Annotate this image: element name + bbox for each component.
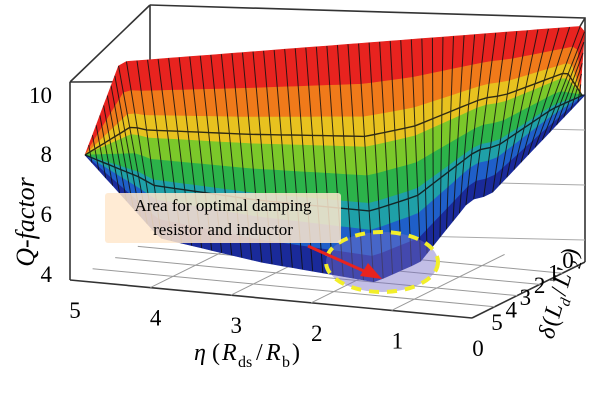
svg-text:b: b <box>282 354 290 371</box>
annotation-line-1: Area for optimal damping <box>134 196 312 215</box>
annotation-line-2: resistor and inductor <box>153 220 293 239</box>
svg-text:η: η <box>194 340 206 366</box>
svg-text:2: 2 <box>568 259 585 271</box>
z-axis-label: Q-factor <box>11 176 40 266</box>
z-tick-label: 6 <box>41 202 53 227</box>
x-tick-label: 3 <box>230 313 242 338</box>
y-axis-label: δ ( L d / L ' 2 ) <box>534 245 586 342</box>
z-tick-label: 4 <box>41 262 53 287</box>
annotation-arrow <box>307 244 382 279</box>
svg-text:L: L <box>540 300 569 321</box>
svg-text:R: R <box>265 340 281 366</box>
y-tick-label: 5 <box>491 310 503 335</box>
surface-mesh <box>84 26 586 282</box>
svg-text:): ) <box>292 340 300 366</box>
svg-text:R: R <box>221 340 237 366</box>
x-tick-label: 0 <box>472 336 484 361</box>
y-tick-label: 4 <box>505 298 517 323</box>
svg-text:(: ( <box>212 340 220 366</box>
x-tick-label: 5 <box>69 298 81 323</box>
svg-text:/: / <box>256 340 263 366</box>
y-tick-label: 1 <box>548 260 560 285</box>
z-tick-label: 8 <box>41 142 53 167</box>
svg-text:ds: ds <box>238 354 252 371</box>
svg-text:L: L <box>548 270 577 291</box>
x-tick-label: 1 <box>392 328 404 353</box>
optimal-area-ellipse <box>324 230 440 294</box>
x-axis-ticks: 5 4 3 2 1 0 <box>69 298 484 361</box>
z-tick-label: 10 <box>29 83 52 108</box>
y-tick-label: 2 <box>534 273 546 298</box>
x-tick-label: 2 <box>311 321 323 346</box>
y-tick-label: 0 <box>562 248 574 273</box>
x-tick-label: 4 <box>150 306 162 331</box>
annotation-box: Area for optimal damping resistor and in… <box>105 193 341 243</box>
svg-text:': ' <box>553 265 579 276</box>
z-axis-ticks: 10 8 6 4 <box>29 83 53 287</box>
x-axis-label: η ( R ds / R b ) <box>194 340 300 371</box>
y-tick-label: 3 <box>520 285 532 310</box>
